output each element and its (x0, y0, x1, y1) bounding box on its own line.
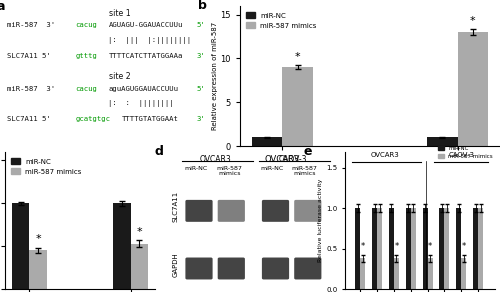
Bar (458, 32, 488, 146)
Bar (30, 251, 47, 289)
Text: miR-587
mimics: miR-587 mimics (292, 166, 318, 176)
Text: *: * (36, 234, 41, 244)
Text: *: * (295, 52, 300, 62)
Text: *: * (136, 227, 142, 237)
Text: SLC7A11: SLC7A11 (172, 191, 178, 223)
Bar (355, 208, 360, 289)
Text: OVCAR3: OVCAR3 (371, 152, 400, 158)
Text: e: e (303, 145, 312, 158)
Text: *: * (470, 16, 476, 26)
Bar (389, 208, 394, 289)
FancyBboxPatch shape (294, 258, 322, 279)
Bar (473, 208, 478, 289)
FancyBboxPatch shape (262, 258, 289, 279)
Text: 5': 5' (196, 86, 205, 91)
Text: SLC7A11 5': SLC7A11 5' (7, 53, 51, 59)
Text: *: * (428, 242, 432, 251)
Text: |:  :  ||||||||: |: : |||||||| (108, 100, 174, 107)
Bar (461, 258, 466, 289)
Text: miR-587  3': miR-587 3' (7, 22, 56, 28)
Text: 5': 5' (196, 22, 205, 28)
Bar (428, 258, 432, 289)
Text: miR-NC: miR-NC (260, 166, 283, 171)
Bar (427, 137, 458, 146)
FancyBboxPatch shape (218, 200, 245, 222)
Bar (394, 258, 399, 289)
Text: *: * (462, 242, 466, 251)
FancyBboxPatch shape (294, 200, 322, 222)
Text: gcatgtgc: gcatgtgc (76, 117, 110, 122)
Text: cacug: cacug (76, 86, 98, 91)
Bar (130, 244, 148, 289)
Bar (113, 203, 130, 289)
Bar (372, 208, 377, 289)
Bar (377, 208, 382, 289)
Y-axis label: Relative luciferase activity: Relative luciferase activity (318, 179, 324, 262)
Legend: miR-NC, miR-587 mimics: miR-NC, miR-587 mimics (8, 155, 85, 177)
Text: a: a (0, 0, 4, 13)
Text: gtttg: gtttg (76, 53, 98, 59)
Text: TTTTGTATGGAAt: TTTTGTATGGAAt (122, 117, 178, 122)
Bar (444, 208, 450, 289)
Text: site 2: site 2 (108, 72, 130, 81)
FancyBboxPatch shape (262, 200, 289, 222)
Bar (252, 137, 282, 146)
Bar (12, 203, 29, 289)
Text: AGUAGU-GGAUACCUUu: AGUAGU-GGAUACCUUu (108, 22, 183, 28)
Y-axis label: Relative expression of miR-587: Relative expression of miR-587 (212, 22, 218, 130)
Text: 3': 3' (196, 117, 205, 122)
Text: GAPDH: GAPDH (172, 252, 178, 277)
Legend: miR-NC, miR-587 mimics: miR-NC, miR-587 mimics (244, 9, 320, 31)
Text: *: * (394, 242, 398, 251)
Text: miR-587
mimics: miR-587 mimics (216, 166, 242, 176)
Text: aguAGUGGAUACCUUu: aguAGUGGAUACCUUu (108, 86, 178, 91)
Text: cacug: cacug (76, 22, 98, 28)
Text: CAOV-3: CAOV-3 (278, 154, 307, 164)
Text: 3': 3' (196, 53, 205, 59)
FancyBboxPatch shape (186, 258, 212, 279)
Legend: miR-NC, miR-587 mimics: miR-NC, miR-587 mimics (436, 144, 495, 161)
Bar (282, 67, 313, 146)
Text: |:  |||  |:||||||||: |: ||| |:|||||||| (108, 37, 192, 44)
Text: site 1: site 1 (108, 9, 130, 18)
Bar (440, 208, 444, 289)
Text: OVCAR3: OVCAR3 (200, 154, 232, 164)
Bar (360, 258, 366, 289)
Bar (410, 208, 416, 289)
FancyBboxPatch shape (186, 200, 212, 222)
Text: miR-NC: miR-NC (184, 166, 207, 171)
Bar (406, 208, 410, 289)
FancyBboxPatch shape (218, 258, 245, 279)
Text: d: d (155, 145, 164, 158)
Text: miR-587  3': miR-587 3' (7, 86, 56, 91)
Text: SLC7A11 5': SLC7A11 5' (7, 117, 51, 122)
Text: TTTTCATCTTATGGAAa: TTTTCATCTTATGGAAa (108, 53, 183, 59)
Text: CAOV-3: CAOV-3 (448, 152, 474, 158)
Bar (478, 208, 483, 289)
Bar (422, 208, 428, 289)
Text: b: b (198, 0, 207, 12)
Text: *: * (360, 242, 365, 251)
Bar (456, 208, 461, 289)
